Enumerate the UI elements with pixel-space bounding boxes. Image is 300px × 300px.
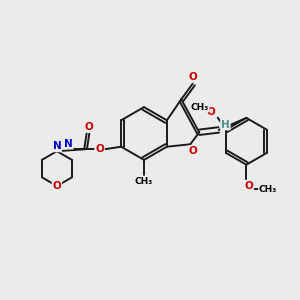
Text: N: N <box>64 139 73 149</box>
Text: O: O <box>189 72 198 82</box>
Text: N: N <box>52 141 61 152</box>
Text: CH₃: CH₃ <box>259 185 277 194</box>
Text: O: O <box>244 181 253 191</box>
Text: O: O <box>52 181 61 191</box>
Text: O: O <box>189 146 198 156</box>
Text: H: H <box>221 119 230 130</box>
Text: O: O <box>207 106 215 117</box>
Text: O: O <box>85 122 94 132</box>
Text: CH₃: CH₃ <box>135 177 153 186</box>
Text: O: O <box>95 144 104 154</box>
Text: CH₃: CH₃ <box>190 103 209 112</box>
